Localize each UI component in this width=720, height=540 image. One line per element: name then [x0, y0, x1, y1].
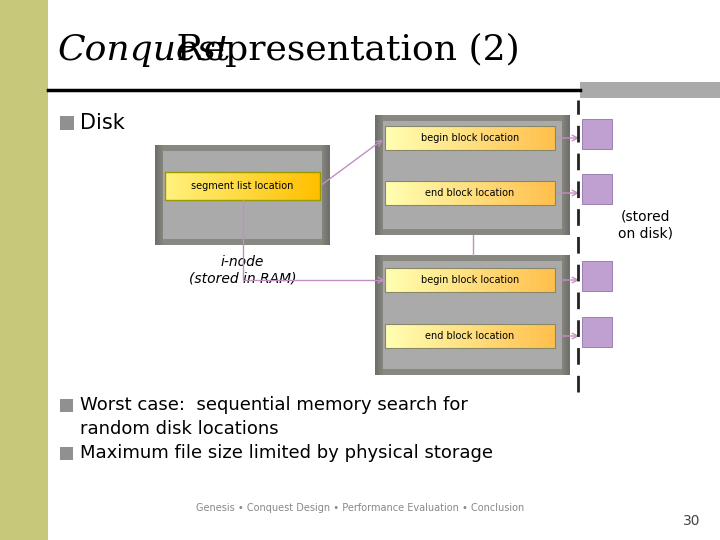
Text: Genesis • Conquest Design • Performance Evaluation • Conclusion: Genesis • Conquest Design • Performance … — [196, 503, 524, 513]
Bar — [568, 115, 569, 235]
Bar — [375, 255, 570, 375]
Bar — [325, 145, 326, 245]
Bar — [562, 255, 563, 375]
Bar — [377, 115, 378, 235]
Bar — [326, 145, 327, 245]
Bar — [160, 145, 161, 245]
Bar — [60, 399, 73, 412]
Bar — [385, 181, 555, 205]
Bar — [155, 145, 156, 245]
Bar — [376, 115, 377, 235]
Bar — [375, 115, 376, 235]
Bar — [383, 121, 562, 229]
Bar — [567, 255, 568, 375]
Text: (stored
on disk): (stored on disk) — [618, 210, 673, 240]
Text: Conquest: Conquest — [58, 33, 231, 67]
Bar — [327, 145, 328, 245]
Text: end block location: end block location — [426, 331, 515, 341]
Bar — [157, 145, 158, 245]
Bar — [155, 145, 330, 245]
Text: i-node
(stored in RAM): i-node (stored in RAM) — [189, 255, 296, 285]
Bar — [380, 255, 381, 375]
Bar — [161, 145, 162, 245]
Bar — [162, 145, 163, 245]
Text: begin block location: begin block location — [421, 133, 519, 143]
Bar — [568, 255, 569, 375]
Bar — [165, 172, 320, 200]
Bar — [562, 115, 563, 235]
Bar — [163, 151, 322, 239]
Bar — [566, 255, 567, 375]
Bar — [375, 115, 570, 235]
Bar — [382, 115, 383, 235]
Bar — [156, 145, 157, 245]
Text: random disk locations: random disk locations — [80, 420, 279, 438]
Bar — [564, 255, 565, 375]
Text: segment list location: segment list location — [192, 181, 294, 191]
Bar — [580, 82, 720, 98]
Bar — [323, 145, 324, 245]
Bar — [60, 116, 74, 130]
Bar — [582, 174, 612, 204]
Bar — [567, 115, 568, 235]
Bar — [158, 145, 159, 245]
Bar — [60, 447, 73, 460]
Bar — [159, 145, 160, 245]
Text: end block location: end block location — [426, 188, 515, 198]
Bar — [379, 115, 380, 235]
Text: 30: 30 — [683, 514, 700, 528]
Bar — [582, 119, 612, 149]
Bar — [385, 268, 555, 292]
Bar — [375, 255, 376, 375]
Bar — [563, 255, 564, 375]
Bar — [328, 145, 329, 245]
Text: Maximum file size limited by physical storage: Maximum file size limited by physical st… — [80, 444, 493, 462]
Bar — [381, 255, 382, 375]
Bar — [582, 317, 612, 347]
Bar — [378, 115, 379, 235]
Bar — [329, 145, 330, 245]
Bar — [565, 115, 566, 235]
Bar — [377, 255, 378, 375]
Bar — [385, 324, 555, 348]
Bar — [569, 255, 570, 375]
Bar — [569, 115, 570, 235]
Bar — [379, 255, 380, 375]
Bar — [322, 145, 323, 245]
Bar — [0, 0, 48, 540]
Bar — [566, 115, 567, 235]
Bar — [382, 255, 383, 375]
Bar — [385, 126, 555, 150]
Bar — [324, 145, 325, 245]
Text: Disk: Disk — [80, 113, 125, 133]
Bar — [564, 115, 565, 235]
Text: begin block location: begin block location — [421, 275, 519, 285]
Text: Worst case:  sequential memory search for: Worst case: sequential memory search for — [80, 396, 468, 415]
Bar — [565, 255, 566, 375]
Text: Representation (2): Representation (2) — [165, 33, 520, 67]
Bar — [563, 115, 564, 235]
Bar — [376, 255, 377, 375]
Bar — [383, 261, 562, 369]
Bar — [381, 115, 382, 235]
Bar — [582, 261, 612, 291]
Bar — [378, 255, 379, 375]
Bar — [380, 115, 381, 235]
